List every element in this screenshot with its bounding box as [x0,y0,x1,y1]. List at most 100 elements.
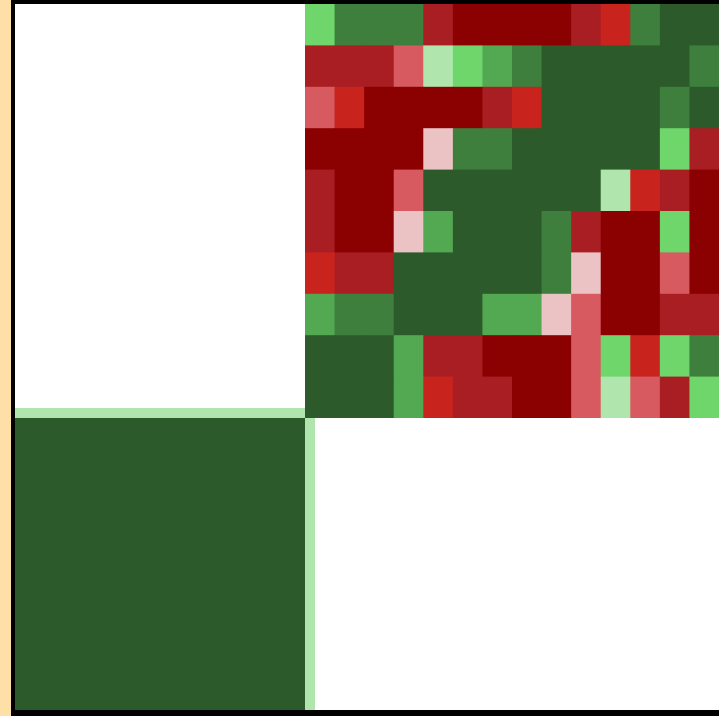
heatmap-cell-9-7 [512,376,543,419]
heatmap-cell-6-8 [541,252,572,295]
heatmap-plot [15,4,719,710]
heatmap-cell-1-11 [630,45,661,88]
heatmap-cell-8-11 [630,335,661,378]
heatmap-cell-3-7 [512,128,543,171]
heatmap-cell-6-12 [659,252,690,295]
heatmap-cell-4-3 [393,169,424,212]
heatmap-cell-8-10 [600,335,631,378]
separator-horizontal [15,408,305,418]
heatmap-cell-0-2 [364,4,395,46]
heatmap-cell-6-11 [630,252,661,295]
heatmap-cell-9-13 [689,376,719,419]
heatmap-cell-3-3 [393,128,424,171]
quadrant-empty-1-1 [315,418,719,710]
heatmap-cell-0-7 [512,4,543,46]
heatmap-cell-5-6 [482,211,513,253]
heatmap-cell-5-13 [689,211,719,253]
heatmap-cell-3-8 [541,128,572,171]
heatmap-cell-5-11 [630,211,661,253]
heatmap-cell-8-13 [689,335,719,378]
heatmap-cell-1-4 [423,45,454,88]
heatmap-cell-8-12 [659,335,690,378]
heatmap-cell-1-7 [512,45,543,88]
heatmap-cell-4-1 [334,169,365,212]
heatmap-cell-9-0 [305,376,336,419]
heatmap-cell-2-7 [512,86,543,129]
heatmap-cell-5-0 [305,211,336,253]
heatmap-cell-7-0 [305,293,336,336]
heatmap-cell-2-12 [659,86,690,129]
heatmap-cell-2-9 [571,86,602,129]
heatmap-cell-9-11 [630,376,661,419]
heatmap-cell-6-6 [482,252,513,295]
heatmap-cell-3-2 [364,128,395,171]
heatmap-cell-9-6 [482,376,513,419]
heatmap-cell-1-1 [334,45,365,88]
heatmap-cell-7-5 [452,293,483,336]
heatmap-cell-0-3 [393,4,424,46]
heatmap-cell-2-3 [393,86,424,129]
heatmap-cell-3-9 [571,128,602,171]
heatmap-cell-8-1 [334,335,365,378]
heatmap-cell-2-2 [364,86,395,129]
heatmap-cell-9-9 [571,376,602,419]
heatmap-cell-7-1 [334,293,365,336]
heatmap-cell-4-5 [452,169,483,212]
heatmap-cell-0-13 [689,4,719,46]
separator-vertical [305,418,315,710]
heatmap-cell-7-13 [689,293,719,336]
heatmap-cell-6-10 [600,252,631,295]
heatmap-cell-7-12 [659,293,690,336]
heatmap-cell-0-4 [423,4,454,46]
heatmap-cell-5-9 [571,211,602,253]
heatmap-cell-7-9 [571,293,602,336]
heatmap-cell-3-6 [482,128,513,171]
heatmap-cell-7-6 [482,293,513,336]
heatmap-cell-8-6 [482,335,513,378]
heatmap-cell-7-2 [364,293,395,336]
heatmap-cell-2-13 [689,86,719,129]
heatmap-cell-0-0 [305,4,336,46]
heatmap-cell-4-13 [689,169,719,212]
heatmap-cell-6-1 [334,252,365,295]
heatmap-cell-6-2 [364,252,395,295]
heatmap-cell-9-12 [659,376,690,419]
heatmap-cell-6-4 [423,252,454,295]
heatmap-cell-8-0 [305,335,336,378]
heatmap-cell-5-5 [452,211,483,253]
heatmap-chart [15,4,719,710]
heatmap-cell-9-4 [423,376,454,419]
heatmap-cell-9-10 [600,376,631,419]
heatmap-cell-2-8 [541,86,572,129]
heatmap-cell-7-4 [423,293,454,336]
heatmap-cell-9-5 [452,376,483,419]
heatmap-cell-2-5 [452,86,483,129]
heatmap-cell-3-13 [689,128,719,171]
heatmap-cell-4-9 [571,169,602,212]
heatmap-cell-4-8 [541,169,572,212]
heatmap-cell-3-4 [423,128,454,171]
heatmap-cell-1-6 [482,45,513,88]
heatmap-cell-0-12 [659,4,690,46]
heatmap-cell-1-0 [305,45,336,88]
heatmap-cell-7-3 [393,293,424,336]
heatmap-cell-4-2 [364,169,395,212]
heatmap-cell-0-11 [630,4,661,46]
heatmap-cell-1-5 [452,45,483,88]
heatmap-cell-3-11 [630,128,661,171]
heatmap-cell-8-3 [393,335,424,378]
heatmap-cell-3-5 [452,128,483,171]
heatmap-cell-6-9 [571,252,602,295]
heatmap-cell-1-3 [393,45,424,88]
heatmap-cell-6-7 [512,252,543,295]
quadrant-empty-0-0 [15,4,305,408]
heatmap-cell-6-0 [305,252,336,295]
heatmap-cell-4-0 [305,169,336,212]
heatmap-cell-3-1 [334,128,365,171]
heatmap-cell-3-10 [600,128,631,171]
heatmap-cell-5-3 [393,211,424,253]
heatmap-cell-5-4 [423,211,454,253]
heatmap-cell-8-5 [452,335,483,378]
heatmap-cell-5-10 [600,211,631,253]
heatmap-cell-1-13 [689,45,719,88]
